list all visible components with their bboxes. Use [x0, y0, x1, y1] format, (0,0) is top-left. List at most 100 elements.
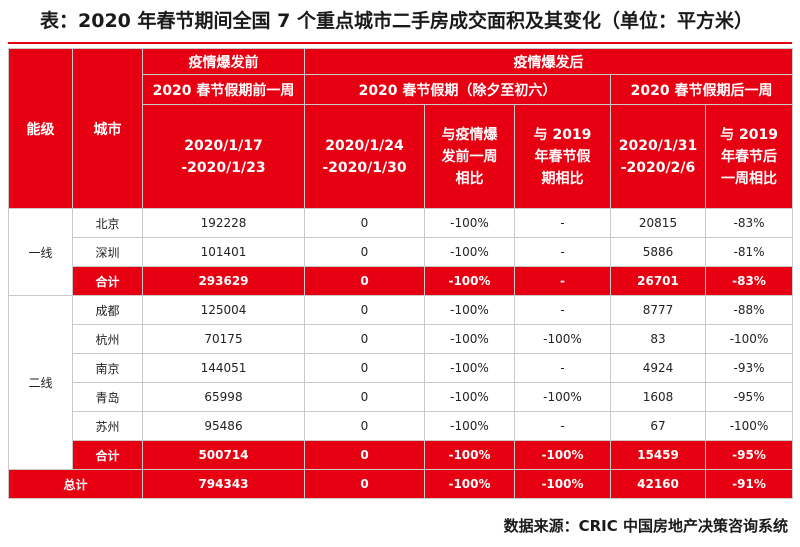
vs-pre-cell: -100% — [424, 411, 515, 441]
pre-cell: 794343 — [142, 469, 305, 499]
table-row: 南京 144051 0 -100% - 4924 -93% — [9, 353, 794, 383]
post-vs-2019-cell: -83% — [704, 266, 794, 296]
tier-cell: 二线 — [8, 295, 73, 470]
post-vs-2019-cell: -93% — [704, 353, 794, 383]
vs-pre-cell: -100% — [424, 295, 515, 325]
holiday-cell: 0 — [304, 324, 425, 354]
holiday-cell: 0 — [304, 353, 425, 383]
vs-pre-cell: -100% — [424, 353, 515, 383]
vs-pre-cell: -100% — [424, 266, 515, 296]
title-divider — [8, 42, 792, 44]
header-line: 与 2019 — [533, 126, 592, 143]
holiday-cell: 0 — [304, 469, 425, 499]
post-cell: 4924 — [610, 353, 706, 383]
city-cell: 合计 — [72, 266, 143, 296]
header-row-1: 能级 城市 疫情爆发前 疫情爆发后 — [8, 48, 794, 209]
vs-pre-cell: -100% — [424, 237, 515, 267]
total-row: 总计 794343 0 -100% -100% 42160 -91% — [8, 469, 794, 499]
vs-pre-cell: -100% — [424, 324, 515, 354]
header-pre-week: 2020 春节假期前一周 — [142, 74, 305, 105]
vs-2019-cell: -100% — [514, 440, 611, 470]
post-vs-2019-cell: -83% — [704, 208, 794, 238]
post-vs-2019-cell: -88% — [704, 295, 794, 325]
header-line: 与疫情爆 — [441, 126, 498, 143]
header-line: -2020/1/30 — [322, 159, 407, 176]
header-line: 与 2019 — [720, 126, 778, 143]
header-tier: 能级 — [8, 48, 73, 209]
header-line: 2020/1/24 — [325, 137, 404, 154]
pre-cell: 500714 — [142, 440, 305, 470]
post-vs-2019-cell: -100% — [704, 411, 794, 441]
post-vs-2019-cell: -81% — [704, 237, 794, 267]
city-cell: 苏州 — [72, 411, 143, 441]
holiday-cell: 0 — [304, 382, 425, 412]
vs-2019-cell: - — [514, 208, 611, 238]
pre-cell: 95486 — [142, 411, 305, 441]
vs-pre-cell: -100% — [424, 440, 515, 470]
city-cell: 合计 — [72, 440, 143, 470]
header-post-dates: 2020/1/31 -2020/2/6 — [610, 104, 706, 209]
vs-2019-cell: -100% — [514, 469, 611, 499]
city-cell: 深圳 — [72, 237, 143, 267]
subtotal-row: 合计 500714 0 -100% -100% 15459 -95% — [9, 440, 794, 470]
vs-2019-cell: - — [514, 411, 611, 441]
post-cell: 5886 — [610, 237, 706, 267]
vs-2019-cell: - — [514, 266, 611, 296]
tier-cell: 一线 — [8, 208, 73, 296]
header-post-week: 2020 春节假期后一周 — [609, 74, 794, 105]
post-vs-2019-cell: -100% — [704, 324, 794, 354]
post-cell: 83 — [610, 324, 706, 354]
post-cell: 26701 — [610, 266, 706, 296]
header-line: 相比 — [455, 170, 484, 187]
pre-cell: 293629 — [142, 266, 305, 296]
post-cell: 1608 — [610, 382, 706, 412]
header-line: 年春节假 — [534, 148, 591, 165]
header-line: 2020/1/17 — [184, 137, 263, 154]
header-holiday-vs-2019: 与 2019 年春节假 期相比 — [514, 104, 611, 209]
city-cell: 南京 — [72, 353, 143, 383]
table-title: 表：2020 年春节期间全国 7 个重点城市二手房成交面积及其变化（单位：平方米… — [40, 10, 753, 32]
vs-2019-cell: -100% — [514, 324, 611, 354]
post-cell: 20815 — [610, 208, 706, 238]
total-label: 总计 — [8, 469, 143, 499]
city-cell: 成都 — [72, 295, 143, 325]
city-cell: 青岛 — [72, 382, 143, 412]
table-row: 一线 北京 192228 0 -100% - 20815 -83% — [8, 208, 794, 296]
post-vs-2019-cell: -91% — [704, 469, 794, 499]
holiday-cell: 0 — [304, 411, 425, 441]
header-line: 发前一周 — [441, 148, 498, 165]
header-pre-outbreak: 疫情爆发前 — [142, 48, 305, 75]
vs-2019-cell: - — [514, 353, 611, 383]
post-cell: 15459 — [610, 440, 706, 470]
city-cell: 北京 — [72, 208, 143, 238]
data-source-note: 数据来源：CRIC 中国房地产决策咨询系统 — [503, 517, 788, 535]
header-city: 城市 — [72, 48, 143, 209]
header-line: -2020/1/23 — [181, 159, 266, 176]
subtotal-row: 合计 293629 0 -100% - 26701 -83% — [9, 266, 794, 296]
pre-cell: 125004 — [142, 295, 305, 325]
table-row: 苏州 95486 0 -100% - 67 -100% — [9, 411, 794, 441]
header-line: 期相比 — [541, 170, 584, 187]
header-line: -2020/2/6 — [620, 159, 696, 176]
header-post-outbreak: 疫情爆发后 — [303, 48, 794, 75]
table-row: 杭州 70175 0 -100% -100% 83 -100% — [9, 324, 794, 354]
holiday-cell: 0 — [304, 440, 425, 470]
pre-cell: 192228 — [142, 208, 305, 238]
holiday-cell: 0 — [304, 266, 425, 296]
header-holiday: 2020 春节假期（除夕至初六） — [304, 74, 611, 105]
data-table: 能级 城市 疫情爆发前 疫情爆发后 2020 春节假期前一周 2020 春节假期… — [8, 48, 794, 499]
vs-pre-cell: -100% — [424, 469, 515, 499]
post-cell: 67 — [610, 411, 706, 441]
table-row: 青岛 65998 0 -100% -100% 1608 -95% — [9, 382, 794, 412]
vs-pre-cell: -100% — [424, 208, 515, 238]
header-holiday-dates: 2020/1/24 -2020/1/30 — [304, 104, 425, 209]
post-cell: 42160 — [610, 469, 706, 499]
header-holiday-vs-pre: 与疫情爆 发前一周 相比 — [424, 104, 515, 209]
table-row: 深圳 101401 0 -100% - 5886 -81% — [9, 237, 794, 267]
pre-cell: 144051 — [142, 353, 305, 383]
post-cell: 8777 — [610, 295, 706, 325]
post-vs-2019-cell: -95% — [704, 440, 794, 470]
header-row-3: 2020/1/17 -2020/1/23 2020/1/24 -2020/1/3… — [9, 104, 794, 209]
post-vs-2019-cell: -95% — [704, 382, 794, 412]
holiday-cell: 0 — [304, 237, 425, 267]
